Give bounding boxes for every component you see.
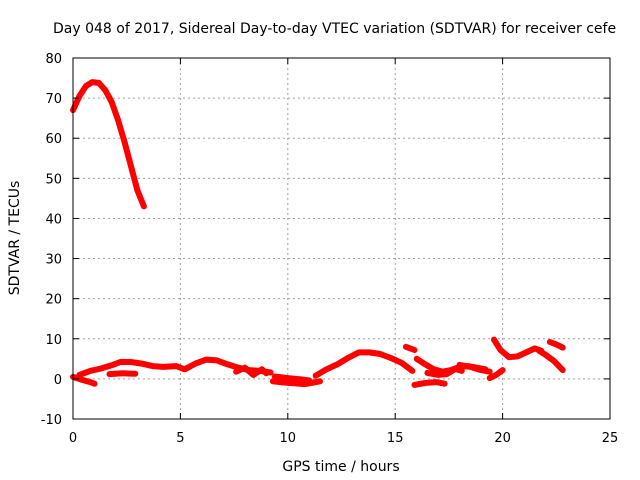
series-segment-m <box>486 367 506 382</box>
x-tick-label: 0 <box>69 431 77 446</box>
axis-ticks: 0 5 10 15 20 25 -10 0 10 20 30 40 50 60 70 80 <box>41 52 619 446</box>
x-tick-label: 20 <box>494 431 511 446</box>
series-segment-l <box>456 361 493 375</box>
series-segment-g <box>312 349 416 379</box>
series-segment-h <box>402 343 418 353</box>
series-segment-o <box>536 347 566 374</box>
chart-title: Day 048 of 2017, Sidereal Day-to-day VTE… <box>53 21 616 37</box>
y-tick-label: 10 <box>45 333 62 348</box>
x-tick-label: 15 <box>387 431 404 446</box>
series-segment-high <box>70 79 147 210</box>
y-tick-label: -10 <box>41 413 62 428</box>
y-axis-label: SDTVAR / TECUs <box>7 181 23 296</box>
series-segment-p <box>546 339 566 351</box>
y-tick-label: 20 <box>45 293 62 308</box>
x-tick-label: 25 <box>602 431 619 446</box>
x-tick-label: 10 <box>280 431 297 446</box>
series-segment-c <box>106 370 139 378</box>
y-tick-label: 80 <box>45 52 62 67</box>
series-segment-f <box>271 373 313 384</box>
data-series <box>70 79 566 388</box>
y-tick-label: 50 <box>45 172 62 187</box>
series-segment-k <box>424 365 465 378</box>
series-segment-a <box>70 373 98 387</box>
x-tick-label: 5 <box>176 431 184 446</box>
series-segment-n <box>491 336 545 361</box>
grid-lines <box>73 58 610 419</box>
y-tick-label: 60 <box>45 132 62 147</box>
series-segment-d <box>233 364 270 378</box>
series-segment-j <box>411 379 448 388</box>
y-tick-label: 0 <box>54 373 62 388</box>
series-segment-e <box>269 378 323 388</box>
plot-frame <box>72 57 611 420</box>
y-tick-label: 70 <box>45 92 62 107</box>
x-axis-label: GPS time / hours <box>282 459 399 475</box>
y-tick-label: 40 <box>45 212 62 227</box>
y-tick-label: 30 <box>45 253 62 268</box>
